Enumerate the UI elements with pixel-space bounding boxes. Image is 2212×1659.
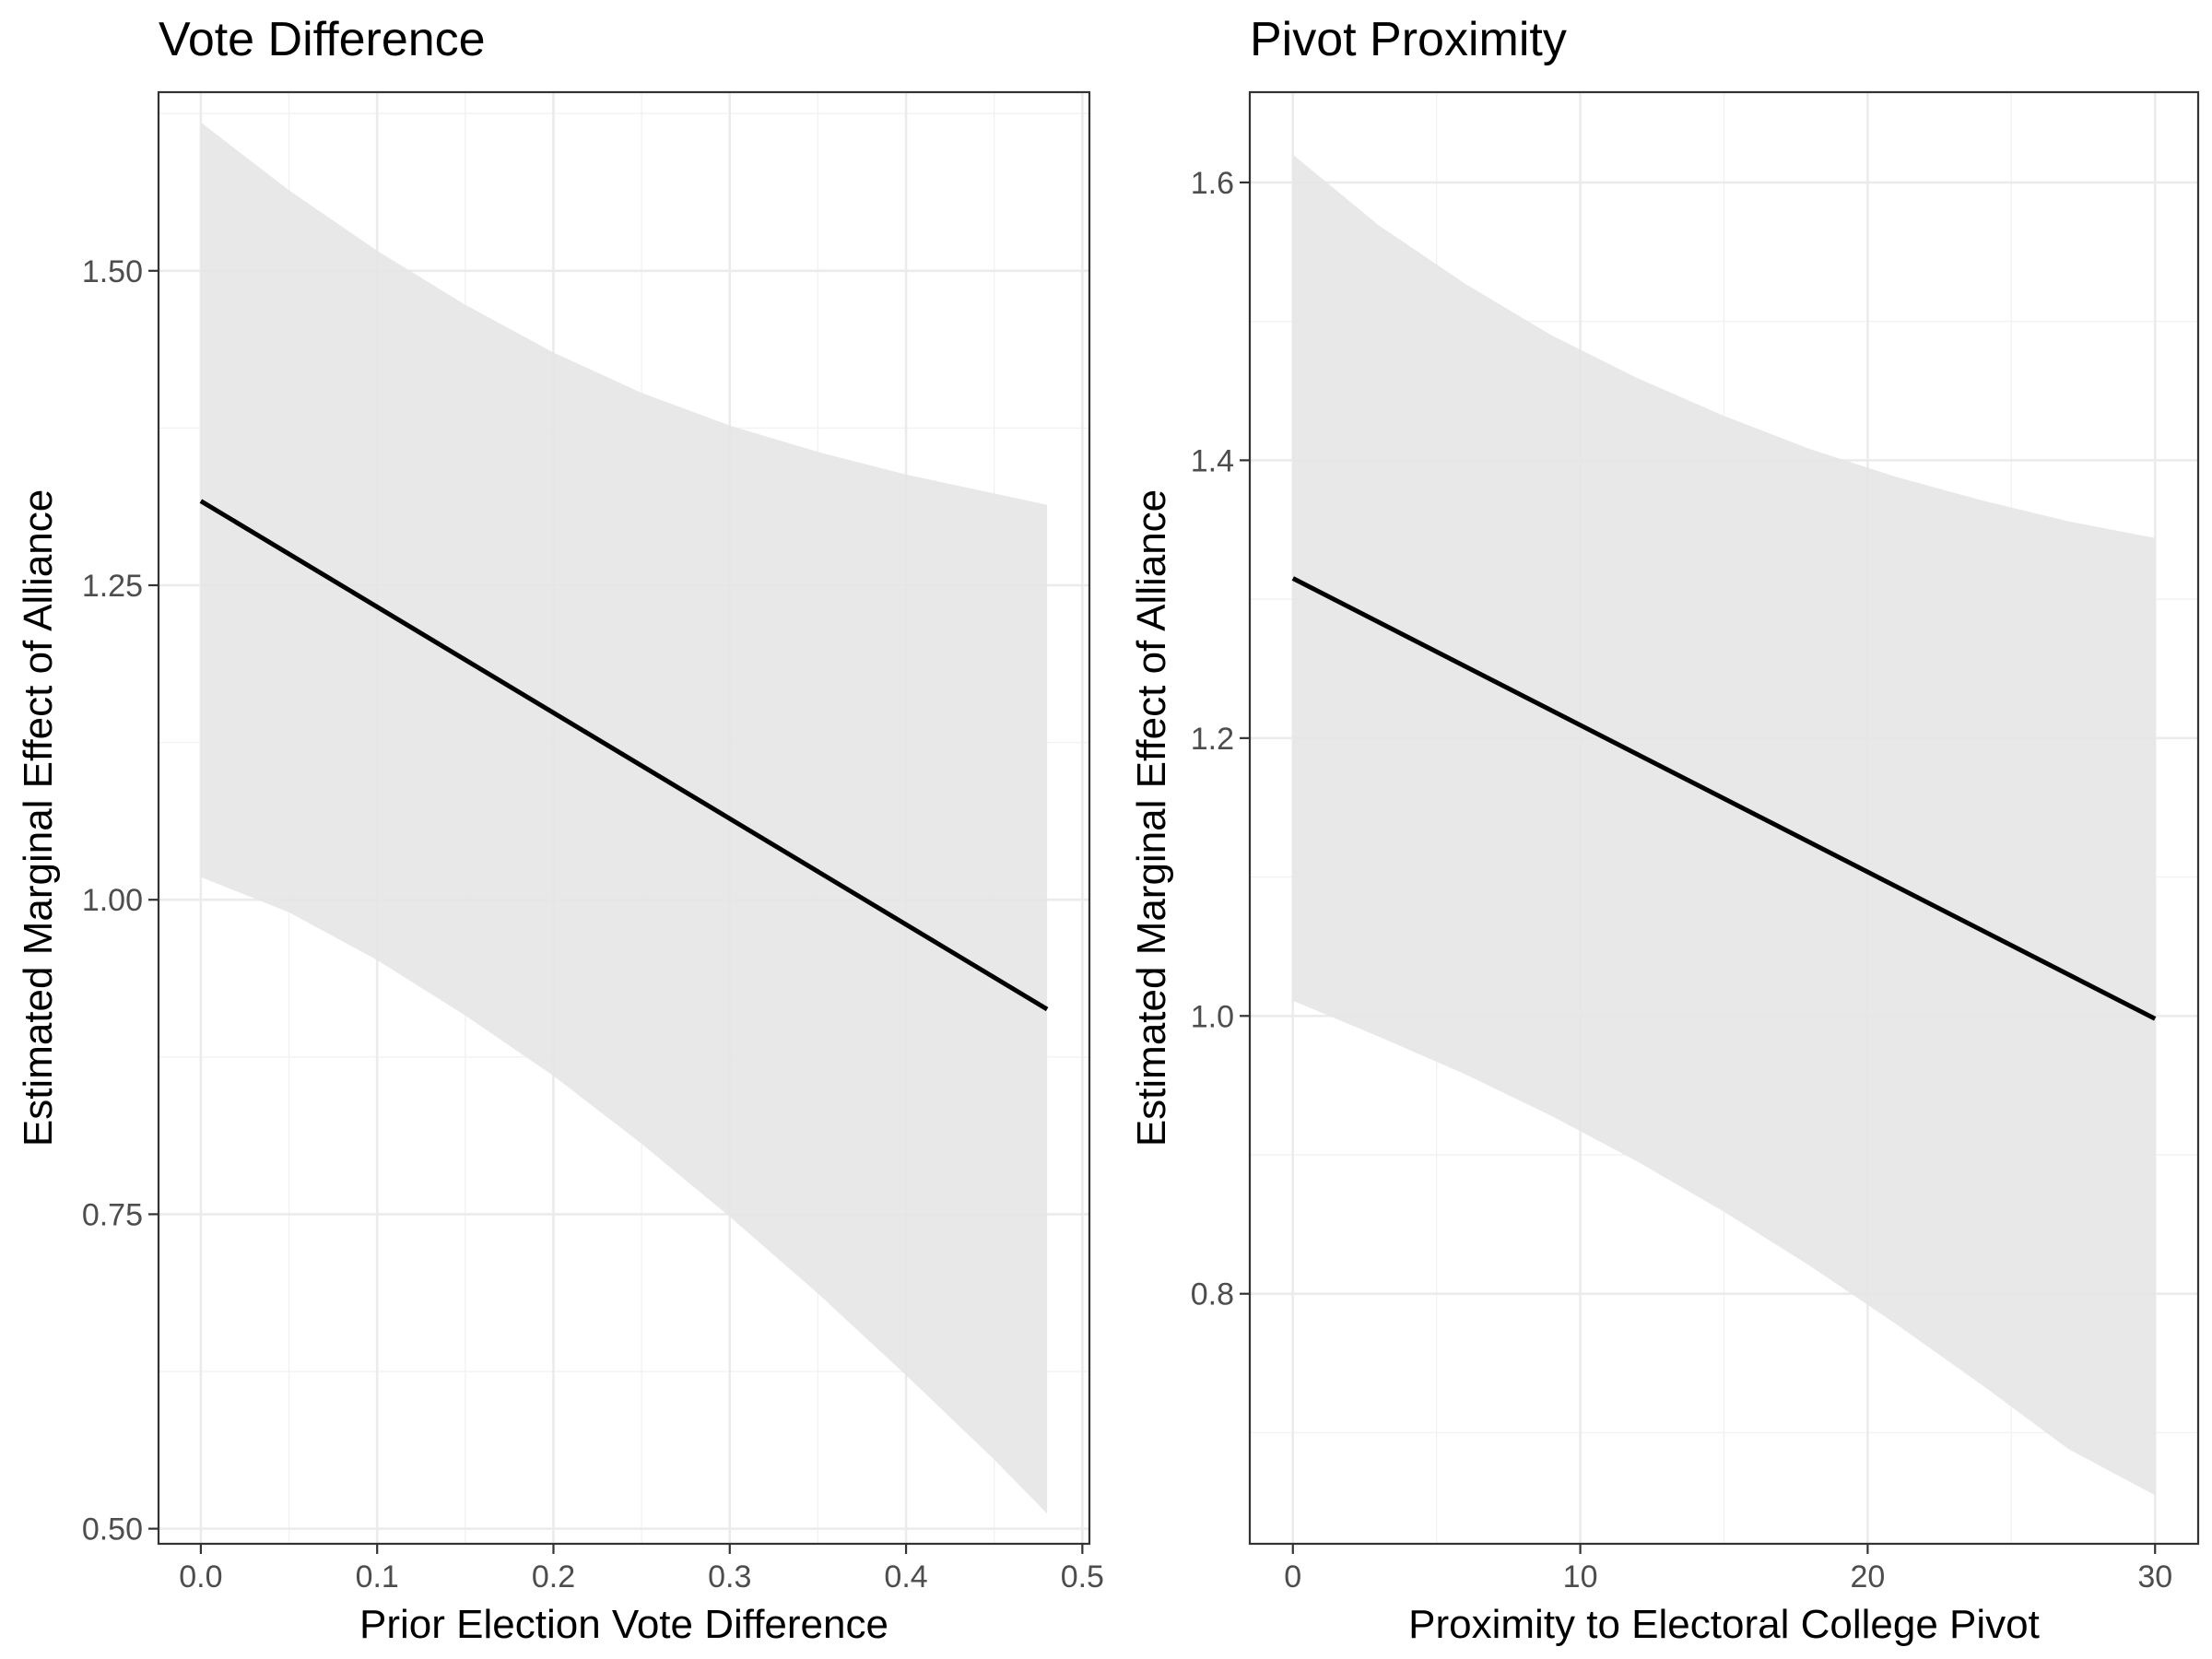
panel-2-x-tick-label: 20	[1850, 1559, 1885, 1594]
panel-2-border	[1248, 90, 2200, 1546]
panel-1-x-tick-label: 0.3	[708, 1559, 751, 1594]
panel-1-border	[157, 90, 1091, 1546]
panel-2-x-tick-label: 0	[1284, 1559, 1301, 1594]
panel-1: 0.0 0.1 0.2 0.3 0.4 0.5 0.50 0.75 1.00 1.25 1.50 Vo…	[16, 13, 1104, 1647]
panel-2-y-axis-title: Estimated Marginal Effect of Alliance	[1129, 489, 1174, 1147]
panel-2-x-tick-label: 30	[2137, 1559, 2172, 1594]
panel-2-y-tick-label: 0.8	[1191, 1277, 1234, 1312]
panel-1-fit-line	[199, 499, 1049, 1012]
panel-1-x-axis-title: Prior Election Vote Difference	[359, 1602, 888, 1647]
panel-1-y-axis-title: Estimated Marginal Effect of Alliance	[16, 489, 61, 1147]
panel-1-y-tick-label: 1.25	[82, 569, 143, 604]
panel-1-x-tick-label: 0.1	[356, 1559, 399, 1594]
panel-2-x-tick-label: 10	[1563, 1559, 1598, 1594]
panel-1-y-tick-label: 1.00	[82, 883, 143, 918]
panel-2-confidence-band	[1292, 154, 2156, 1496]
panel-1-x-tick-label: 0.4	[884, 1559, 927, 1594]
panel-1-confidence-band	[200, 122, 1048, 1514]
panel-1-x-tick-label: 0.0	[179, 1559, 222, 1594]
panel-2-y-tick-label: 1.6	[1191, 166, 1234, 201]
panel-1-title: Vote Difference	[159, 13, 486, 66]
panel-2-x-axis-title: Proximity to Electoral College Pivot	[1408, 1602, 2040, 1647]
panel-1-y-tick-label: 0.75	[82, 1197, 143, 1232]
panel-2-y-tick-label: 1.2	[1191, 722, 1234, 757]
panel-1-y-tick-label: 1.50	[82, 254, 143, 289]
panel-1-x-tick-label: 0.5	[1061, 1559, 1104, 1594]
panel-2-y-tick-label: 1.4	[1191, 443, 1234, 478]
panel-2-y-tick-label: 1.0	[1191, 999, 1234, 1034]
panel-2-title: Pivot Proximity	[1250, 13, 1567, 66]
panel-2-fit-line	[1291, 576, 2157, 1021]
panel-1-y-tick-label: 0.50	[82, 1512, 143, 1547]
panel-2: 0 10 20 30 0.8 1.0 1.2 1.4 1.6 Pivot Proximity Pro…	[1129, 13, 2200, 1647]
panel-1-x-tick-label: 0.2	[532, 1559, 575, 1594]
